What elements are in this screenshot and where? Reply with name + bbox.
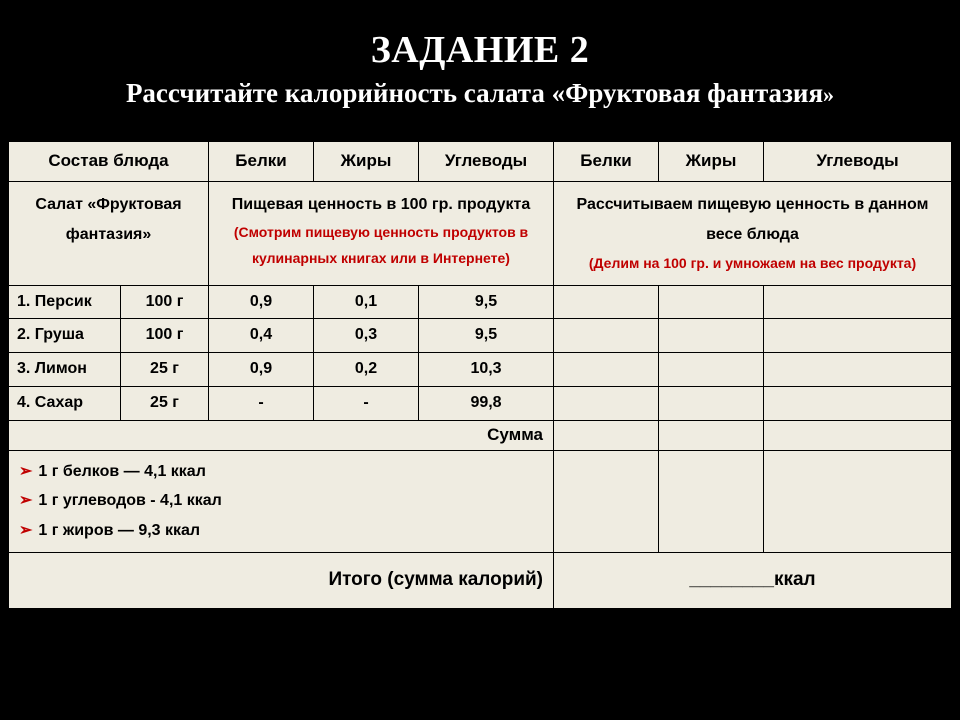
cell-fat: 0,1 — [314, 285, 419, 319]
table-description-row: Салат «Фруктовая фантазия» Пищевая ценно… — [9, 181, 952, 285]
cell-carb-calc — [764, 319, 952, 353]
cell-carb: 9,5 — [419, 285, 554, 319]
col-carbs-1: Углеводы — [419, 142, 554, 182]
cell-protein-calc — [554, 285, 659, 319]
cell-protein-calc — [554, 387, 659, 421]
cell-carb-calc — [764, 285, 952, 319]
sum-row: Сумма — [9, 420, 952, 450]
ingredient-name: 1. Персик — [9, 285, 121, 319]
table-header-row: Состав блюда Белки Жиры Углеводы Белки Ж… — [9, 142, 952, 182]
cell-fat-calc — [659, 285, 764, 319]
subtitle-text: Рассчитайте калорийность салата «Фруктов… — [126, 78, 823, 108]
group2-note: (Делим на 100 гр. и умножаем на вес прод… — [562, 251, 943, 277]
subtitle-trail: » — [823, 82, 834, 107]
table-row: 2. Груша 100 г 0,4 0,3 9,5 — [9, 319, 952, 353]
total-row: Итого (сумма калорий) ________ккал — [9, 552, 952, 608]
ingredient-amount: 100 г — [121, 319, 209, 353]
cell-fat: 0,3 — [314, 319, 419, 353]
ingredient-amount: 25 г — [121, 353, 209, 387]
cell-protein: 0,9 — [209, 285, 314, 319]
kcal-reference-row: ➢ 1 г белков — 4,1 ккал ➢ 1 г углеводов - … — [9, 450, 952, 552]
cell-fat: - — [314, 387, 419, 421]
group2-title: Рассчитываем пищевую ценность в данном в… — [577, 196, 929, 243]
ingredient-name: 3. Лимон — [9, 353, 121, 387]
group1-note: (Смотрим пищевую ценность продуктов в ку… — [217, 220, 545, 272]
kcal-text-1: 1 г белков — 4,1 ккал — [38, 463, 205, 480]
cell-carb: 10,3 — [419, 353, 554, 387]
kcal-empty-c — [764, 450, 952, 552]
cell-fat-calc — [659, 319, 764, 353]
sum-fat — [659, 420, 764, 450]
col-fats-2: Жиры — [659, 142, 764, 182]
kcal-empty-p — [554, 450, 659, 552]
ingredient-name: 2. Груша — [9, 319, 121, 353]
col-composition: Состав блюда — [9, 142, 209, 182]
slide: ЗАДАНИЕ 2 Рассчитайте калорийность салат… — [0, 0, 960, 720]
total-label: Итого (сумма калорий) — [9, 552, 554, 608]
cell-protein: 0,4 — [209, 319, 314, 353]
page-subtitle: Рассчитайте калорийность салата «Фруктов… — [10, 78, 950, 109]
table-row: 3. Лимон 25 г 0,9 0,2 10,3 — [9, 353, 952, 387]
cell-fat: 0,2 — [314, 353, 419, 387]
col-proteins-1: Белки — [209, 142, 314, 182]
kcal-reference-cell: ➢ 1 г белков — 4,1 ккал ➢ 1 г углеводов - … — [9, 450, 554, 552]
cell-carb-calc — [764, 387, 952, 421]
col-proteins-2: Белки — [554, 142, 659, 182]
group1-cell: Пищевая ценность в 100 гр. продукта (Смо… — [209, 181, 554, 285]
table-container: Состав блюда Белки Жиры Углеводы Белки Ж… — [0, 127, 960, 609]
kcal-line-2: ➢ 1 г углеводов - 4,1 ккал — [19, 486, 543, 516]
table-row: 4. Сахар 25 г - - 99,8 — [9, 387, 952, 421]
group2-cell: Рассчитываем пищевую ценность в данном в… — [554, 181, 952, 285]
cell-protein-calc — [554, 319, 659, 353]
bullet-icon: ➢ — [19, 516, 32, 546]
group1-title: Пищевая ценность в 100 гр. продукта — [232, 196, 530, 213]
col-carbs-2: Углеводы — [764, 142, 952, 182]
cell-carb: 99,8 — [419, 387, 554, 421]
sum-protein — [554, 420, 659, 450]
ingredient-name: 4. Сахар — [9, 387, 121, 421]
cell-carb: 9,5 — [419, 319, 554, 353]
ingredient-amount: 100 г — [121, 285, 209, 319]
cell-carb-calc — [764, 353, 952, 387]
kcal-line-1: ➢ 1 г белков — 4,1 ккал — [19, 457, 543, 487]
sum-carb — [764, 420, 952, 450]
cell-protein-calc — [554, 353, 659, 387]
salad-name-cell: Салат «Фруктовая фантазия» — [9, 181, 209, 285]
sum-label: Сумма — [9, 420, 554, 450]
cell-fat-calc — [659, 353, 764, 387]
page-title: ЗАДАНИЕ 2 — [10, 28, 950, 72]
total-result: ________ккал — [554, 552, 952, 608]
nutrition-table: Состав блюда Белки Жиры Углеводы Белки Ж… — [8, 141, 952, 609]
bullet-icon: ➢ — [19, 486, 32, 516]
kcal-empty-f — [659, 450, 764, 552]
header: ЗАДАНИЕ 2 Рассчитайте калорийность салат… — [0, 0, 960, 127]
cell-protein: - — [209, 387, 314, 421]
col-fats-1: Жиры — [314, 142, 419, 182]
kcal-line-3: ➢ 1 г жиров — 9,3 ккал — [19, 516, 543, 546]
table-row: 1. Персик 100 г 0,9 0,1 9,5 — [9, 285, 952, 319]
ingredient-amount: 25 г — [121, 387, 209, 421]
cell-fat-calc — [659, 387, 764, 421]
kcal-text-2: 1 г углеводов - 4,1 ккал — [38, 492, 221, 509]
cell-protein: 0,9 — [209, 353, 314, 387]
kcal-text-3: 1 г жиров — 9,3 ккал — [38, 522, 200, 539]
bullet-icon: ➢ — [19, 457, 32, 487]
